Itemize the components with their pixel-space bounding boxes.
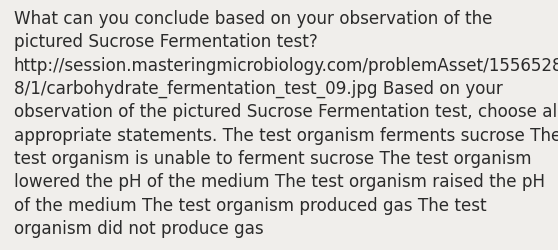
Text: appropriate statements. The test organism ferments sucrose The: appropriate statements. The test organis… <box>14 126 558 144</box>
Text: http://session.masteringmicrobiology.com/problemAsset/1556528: http://session.masteringmicrobiology.com… <box>14 56 558 74</box>
Text: 8/1/carbohydrate_fermentation_test_09.jpg Based on your: 8/1/carbohydrate_fermentation_test_09.jp… <box>14 80 503 98</box>
Text: organism did not produce gas: organism did not produce gas <box>14 219 263 237</box>
Text: pictured Sucrose Fermentation test?: pictured Sucrose Fermentation test? <box>14 33 318 51</box>
Text: test organism is unable to ferment sucrose The test organism: test organism is unable to ferment sucro… <box>14 150 531 168</box>
Text: of the medium The test organism produced gas The test: of the medium The test organism produced… <box>14 196 487 214</box>
Text: What can you conclude based on your observation of the: What can you conclude based on your obse… <box>14 10 492 28</box>
Text: observation of the pictured Sucrose Fermentation test, choose all: observation of the pictured Sucrose Ferm… <box>14 103 558 121</box>
Text: lowered the pH of the medium The test organism raised the pH: lowered the pH of the medium The test or… <box>14 173 545 191</box>
